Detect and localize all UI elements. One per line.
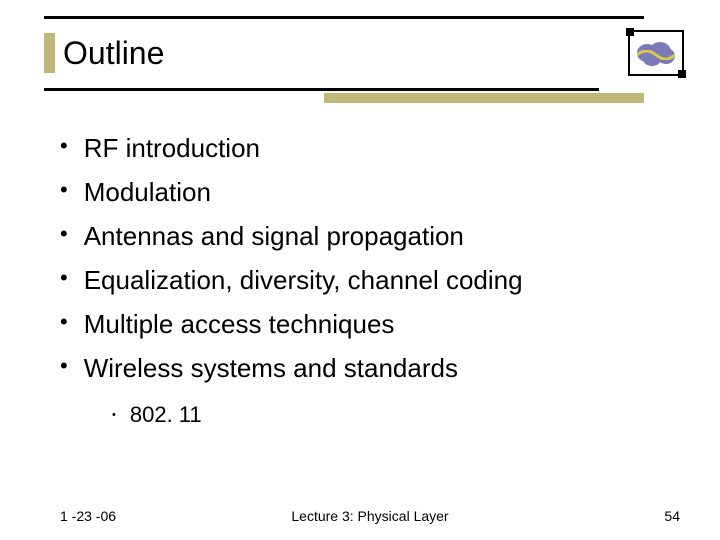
bullet-item: • Wireless systems and standards xyxy=(60,350,660,386)
bullet-dot-icon: • xyxy=(60,218,68,250)
cloud-shape xyxy=(635,38,677,68)
footer-date: 1 -23 -06 xyxy=(60,508,116,524)
footer-page-number: 54 xyxy=(664,508,680,524)
title-accent-bar xyxy=(44,33,55,73)
title-underline-group xyxy=(44,88,684,91)
sub-bullet-item: • 802. 11 xyxy=(112,402,660,428)
bullet-text: Wireless systems and standards xyxy=(84,350,458,386)
bullet-item: • Antennas and signal propagation xyxy=(60,218,660,254)
cloud-logo-icon xyxy=(628,30,684,76)
sub-bullet-text: 802. 11 xyxy=(130,402,202,428)
bullet-text: Multiple access techniques xyxy=(84,306,395,342)
title-row: Outline xyxy=(44,30,684,76)
sub-bullet-dot-icon: • xyxy=(112,409,116,421)
wave-line-icon xyxy=(637,50,675,60)
slide-title: Outline xyxy=(63,35,164,72)
bullet-dot-icon: • xyxy=(60,350,68,382)
bullet-text: Modulation xyxy=(84,174,211,210)
bullet-text: Antennas and signal propagation xyxy=(84,218,464,254)
bullet-dot-icon: • xyxy=(60,262,68,294)
title-underline-black xyxy=(44,88,599,91)
bullet-item: • RF introduction xyxy=(60,130,660,166)
bullet-item: • Modulation xyxy=(60,174,660,210)
bullet-dot-icon: • xyxy=(60,130,68,162)
bullet-text: RF introduction xyxy=(84,130,260,166)
title-underline-olive xyxy=(324,93,644,103)
bullet-dot-icon: • xyxy=(60,174,68,206)
content-area: • RF introduction • Modulation • Antenna… xyxy=(60,130,660,428)
title-left-group: Outline xyxy=(44,33,164,73)
bullet-text: Equalization, diversity, channel coding xyxy=(84,262,523,298)
logo-corner-square-tl xyxy=(626,28,634,36)
bullet-item: • Multiple access techniques xyxy=(60,306,660,342)
top-horizontal-rule xyxy=(44,16,644,19)
bullet-item: • Equalization, diversity, channel codin… xyxy=(60,262,660,298)
footer-lecture-title: Lecture 3: Physical Layer xyxy=(291,508,448,524)
bullet-dot-icon: • xyxy=(60,306,68,338)
footer: 1 -23 -06 Lecture 3: Physical Layer 54 xyxy=(60,508,680,524)
logo-corner-square-br xyxy=(678,70,686,78)
